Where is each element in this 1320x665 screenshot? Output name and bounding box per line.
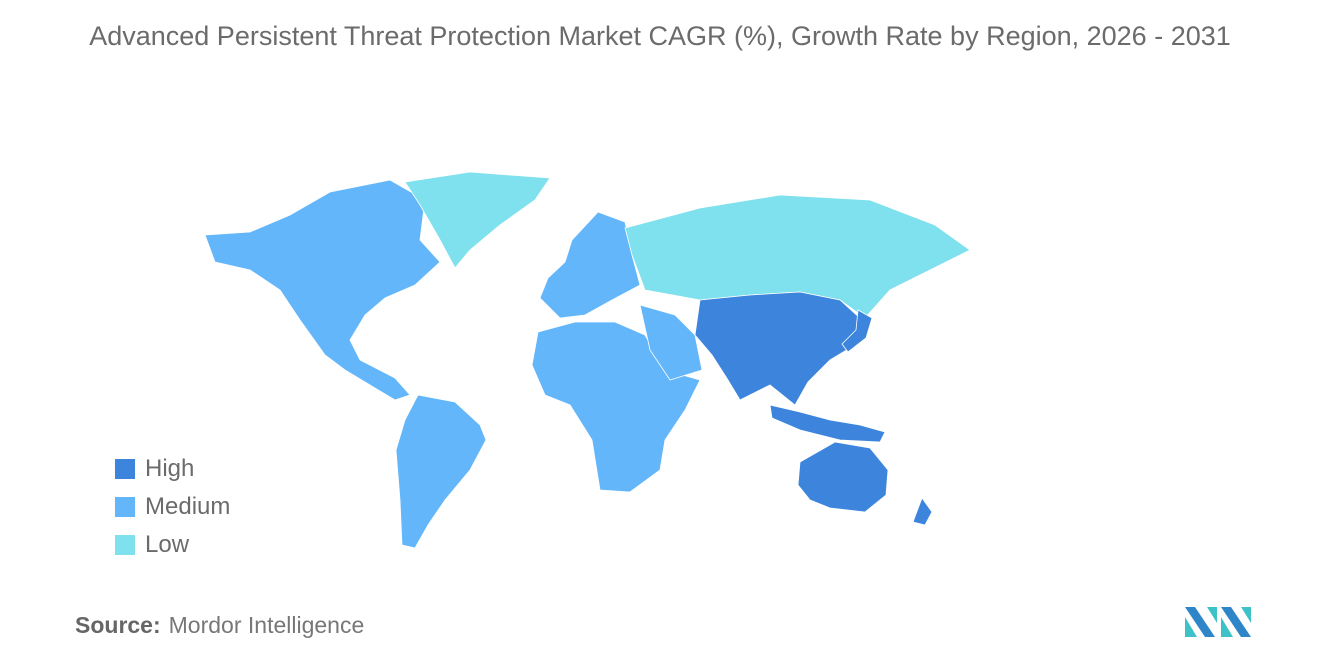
region-asia [694,291,863,406]
legend-item-medium: Medium [115,488,230,526]
source-note: Source: Mordor Intelligence [75,612,364,639]
source-label: Source: [75,612,161,638]
region-africa [531,321,701,493]
region-southeast-asia [769,404,886,443]
legend-item-high: High [115,450,230,488]
legend-label: Medium [145,493,231,520]
legend-swatch-high [115,459,135,479]
legend-item-low: Low [115,526,230,564]
region-russia [624,194,971,319]
region-australia [797,441,889,513]
legend-label: High [145,455,195,482]
chart-title: Advanced Persistent Threat Protection Ma… [89,21,1231,51]
legend-swatch-low [115,535,135,555]
region-north-america [204,179,441,401]
legend: High Medium Low [115,450,230,564]
region-new-zealand [912,497,933,526]
mordor-intelligence-logo [1185,607,1251,637]
source-value: Mordor Intelligence [168,612,365,638]
legend-label: Low [145,531,190,558]
legend-swatch-medium [115,497,135,517]
region-middle-east [639,304,703,381]
region-south-america [395,394,487,549]
region-japan [841,309,873,353]
region-greenland [404,171,551,269]
